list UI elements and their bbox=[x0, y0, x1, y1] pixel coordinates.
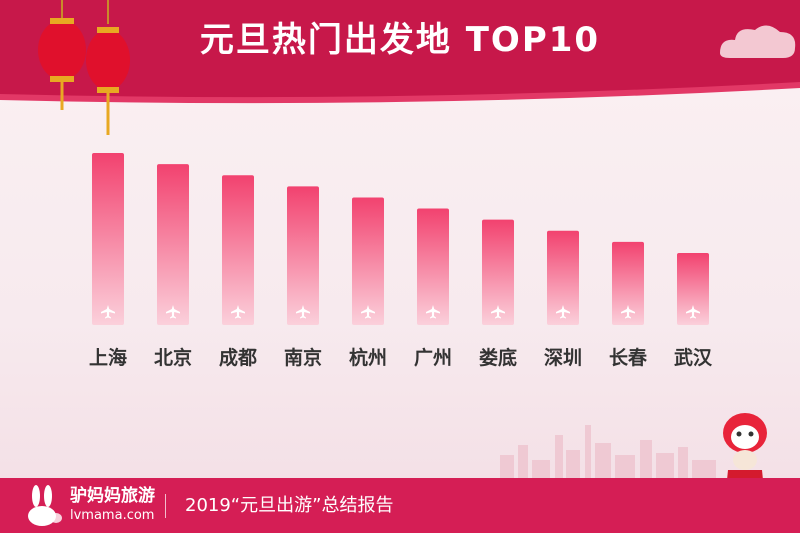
airplane-icon bbox=[491, 305, 505, 319]
airplane-icon bbox=[556, 305, 570, 319]
bar-深圳 bbox=[547, 230, 579, 325]
brand-name: 驴妈妈旅游 bbox=[70, 486, 155, 506]
bar-上海 bbox=[92, 153, 124, 325]
airplane-icon bbox=[686, 305, 700, 319]
bar-娄底 bbox=[482, 219, 514, 325]
category-label: 北京 bbox=[154, 346, 192, 369]
header-band bbox=[0, 0, 800, 104]
bar-杭州 bbox=[352, 197, 384, 325]
bar-广州 bbox=[417, 208, 449, 325]
lantern-decoration bbox=[38, 0, 130, 135]
category-label: 杭州 bbox=[349, 346, 387, 369]
category-label: 南京 bbox=[284, 346, 322, 369]
category-label: 娄底 bbox=[479, 346, 517, 369]
category-label: 上海 bbox=[89, 346, 127, 369]
airplane-icon bbox=[361, 305, 375, 319]
city-skyline-decoration bbox=[500, 425, 716, 480]
bar-成都 bbox=[222, 175, 254, 325]
brand-url: lvmama.com bbox=[70, 508, 155, 523]
airplane-icon bbox=[426, 305, 440, 319]
category-label: 武汉 bbox=[674, 347, 713, 369]
airplane-icon bbox=[101, 305, 115, 319]
category-label: 广州 bbox=[414, 346, 452, 369]
bar-南京 bbox=[287, 186, 319, 325]
category-label: 成都 bbox=[219, 346, 257, 369]
footer-bar: 驴妈妈旅游 lvmama.com 2019“元旦出游”总结报告 bbox=[0, 478, 800, 533]
cloud-decoration bbox=[720, 25, 796, 59]
bar-武汉 bbox=[677, 253, 709, 325]
bar-长春 bbox=[612, 241, 644, 325]
airplane-icon bbox=[296, 305, 310, 319]
category-label: 深圳 bbox=[544, 346, 582, 369]
airplane-icon bbox=[231, 305, 245, 319]
rabbit-logo-icon bbox=[28, 485, 62, 526]
airplane-icon bbox=[166, 305, 180, 319]
footer-divider bbox=[165, 494, 166, 518]
page-title: 元旦热门出发地 TOP10 bbox=[199, 20, 601, 60]
airplane-icon bbox=[621, 305, 635, 319]
bar-北京 bbox=[157, 164, 189, 325]
report-title: 2019“元旦出游”总结报告 bbox=[185, 495, 394, 516]
category-label: 长春 bbox=[609, 346, 647, 369]
